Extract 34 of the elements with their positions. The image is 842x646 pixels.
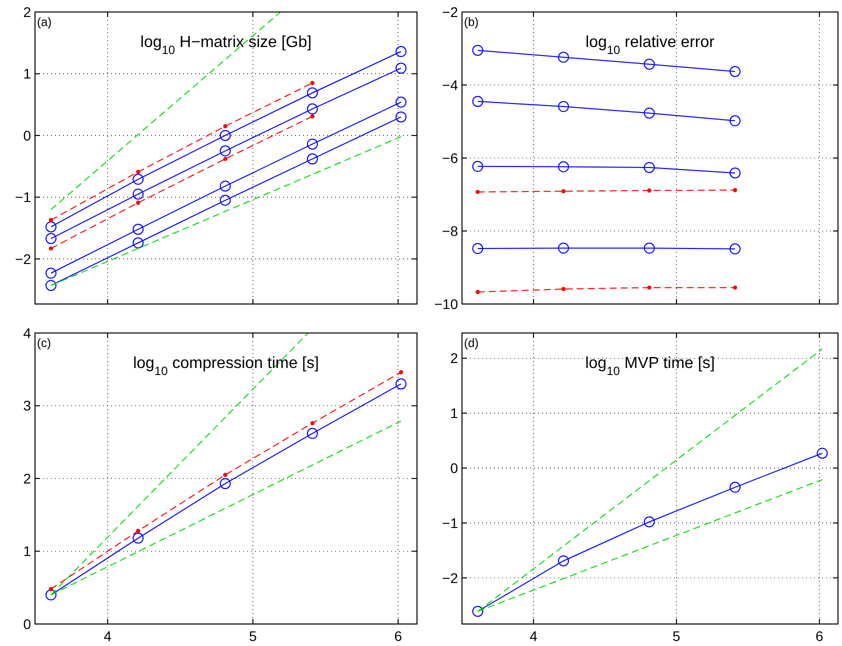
- annotation: (d): [464, 336, 479, 350]
- x-tick-label: 6: [394, 628, 402, 644]
- y-tick-label: −2: [442, 4, 458, 20]
- annotation: (a): [37, 15, 52, 29]
- annotation: (b): [464, 15, 479, 29]
- y-tick-label: 4: [23, 324, 32, 341]
- y-tick-label: 2: [23, 470, 32, 486]
- y-tick-label: 0: [450, 460, 458, 476]
- y-tick-label: −2: [442, 570, 458, 586]
- y-tick-label: 0: [23, 127, 32, 144]
- y-tick-label: 2: [23, 4, 32, 20]
- y-tick-label: 3: [23, 398, 32, 414]
- x-tick-label: 5: [248, 628, 257, 644]
- x-tick-label: 6: [816, 628, 824, 644]
- annotation: (c): [37, 336, 51, 350]
- y-tick-label: 0: [23, 616, 32, 632]
- y-tick-label: −10: [434, 296, 458, 312]
- y-tick-label: −2: [15, 250, 32, 267]
- x-tick-label: 5: [672, 628, 681, 644]
- text: log$_{10}$ MVP time [s]: [585, 355, 715, 378]
- y-tick-label: −4: [442, 76, 458, 93]
- text: log$_{10}$ compression time [s]: [133, 355, 319, 378]
- y-tick-label: 1: [23, 66, 32, 82]
- y-tick-label: −8: [442, 222, 458, 239]
- x-tick-label: 4: [530, 628, 538, 644]
- x-tick-label: 4: [104, 628, 112, 644]
- y-tick-label: 1: [23, 543, 32, 560]
- y-tick-label: −1: [15, 189, 32, 206]
- text: log$_{10}$ relative error: [586, 34, 716, 57]
- y-tick-label: 1: [450, 405, 458, 422]
- y-tick-label: −1: [442, 514, 458, 531]
- text: log$_{10}$ H−matrix size [Gb]: [140, 34, 312, 57]
- y-tick-label: −6: [442, 150, 458, 166]
- y-tick-label: 2: [450, 350, 458, 366]
